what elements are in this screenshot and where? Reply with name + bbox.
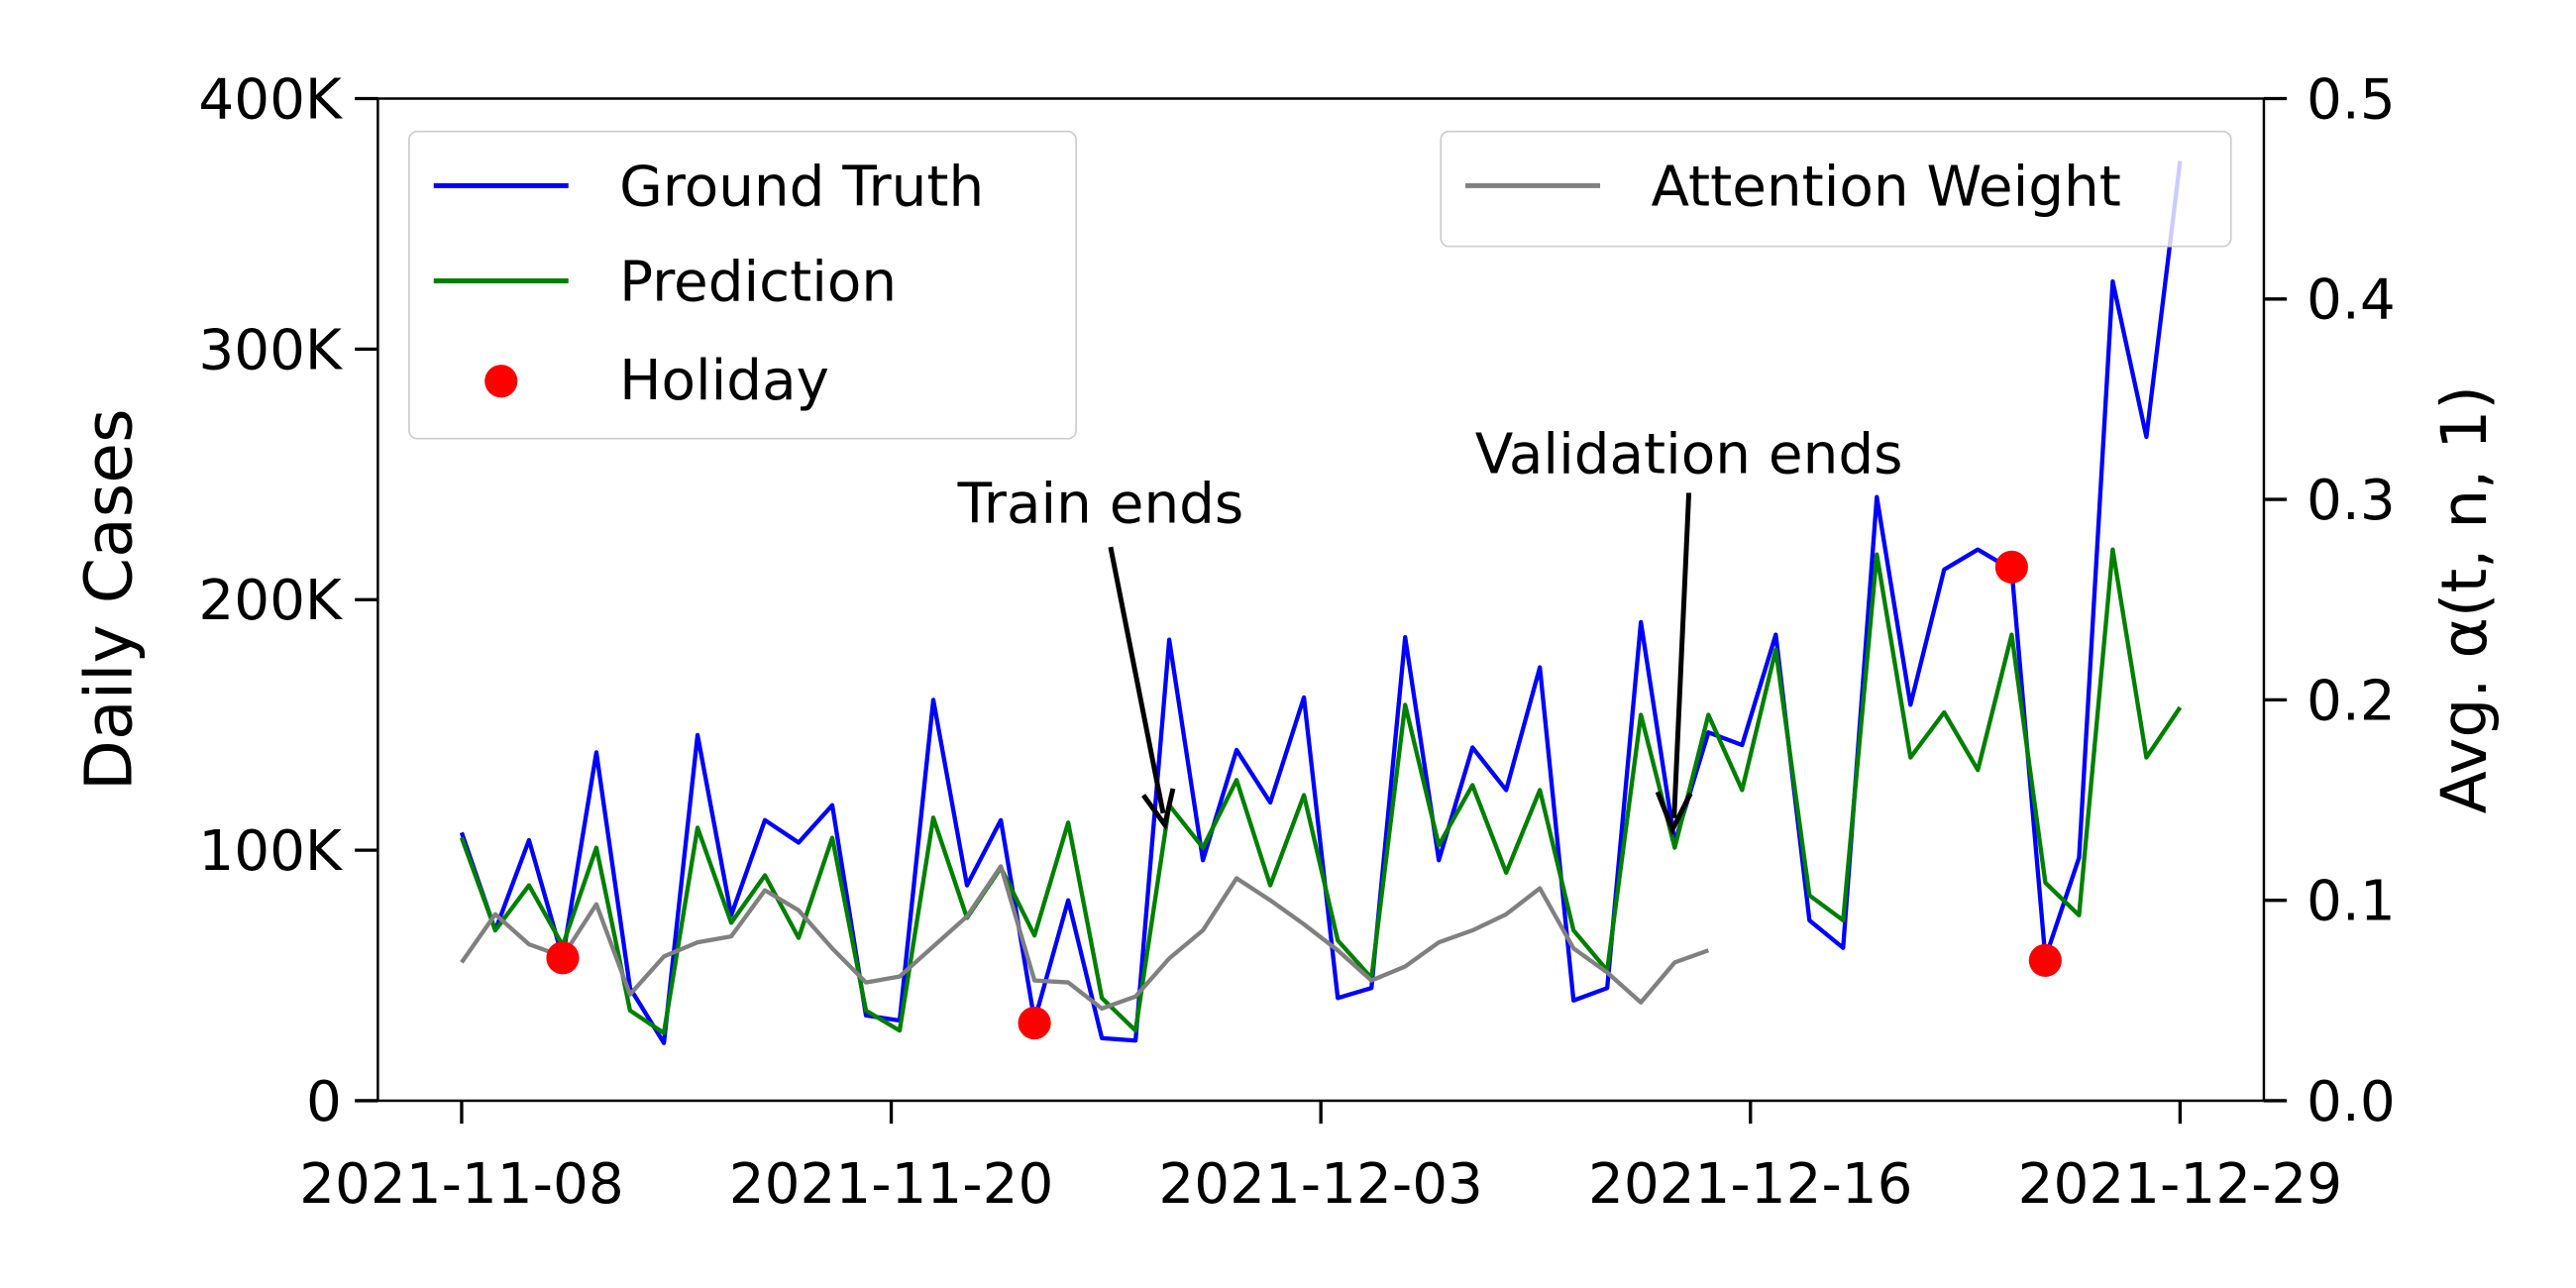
y-axis-right-label: Avg. α(t, n, 1) — [2428, 385, 2501, 813]
series-line-attention-weight — [460, 864, 1710, 1012]
y-right-tick-label: 0.2 — [2307, 669, 2396, 733]
legend-right: Attention Weight — [1440, 130, 2232, 248]
y-tick-label: 100K — [198, 819, 344, 884]
y-tick-label: 200K — [198, 569, 344, 633]
holiday-point — [1018, 1006, 1051, 1040]
legend-label-holiday: Holiday — [619, 349, 829, 413]
annotation-train-ends: Train ends — [957, 472, 1244, 831]
y-right-tick-label: 0.0 — [2307, 1070, 2396, 1134]
annotation-train-ends-text: Train ends — [957, 472, 1244, 536]
holiday-point — [546, 941, 580, 975]
x-tick-label: 2021-11-20 — [729, 1152, 1054, 1217]
plot-marks — [459, 161, 2183, 1045]
y-tick-label: 300K — [198, 318, 344, 382]
annotation-validation-ends: Validation ends — [1475, 423, 1903, 836]
holiday-point — [1994, 550, 2028, 584]
x-tick-label: 2021-12-16 — [1588, 1152, 1913, 1217]
holiday-point — [2028, 943, 2062, 977]
x-tick-label: 2021-12-03 — [1158, 1152, 1483, 1217]
x-tick-label: 2021-11-08 — [299, 1152, 624, 1217]
legend-label-attention-weight: Attention Weight — [1651, 155, 2120, 219]
y-right-tick-label: 0.1 — [2307, 870, 2396, 934]
legend-swatch-holiday — [484, 365, 518, 398]
y-right-tick-label: 0.3 — [2307, 469, 2396, 533]
y-right-tick-label: 0.5 — [2307, 67, 2396, 132]
legend-label-ground-truth: Ground Truth — [619, 155, 984, 219]
annotation-validation-ends-text: Validation ends — [1475, 423, 1903, 487]
series-line-ground-truth — [459, 161, 2183, 1045]
series-line-prediction — [459, 547, 2183, 1035]
y-right-tick-label: 0.4 — [2307, 268, 2396, 333]
legend-left: Ground Truth Prediction Holiday — [408, 130, 1077, 440]
legend-label-prediction: Prediction — [619, 250, 897, 314]
x-tick-label: 2021-12-29 — [2018, 1152, 2343, 1217]
y-axis-label: Daily Cases — [70, 408, 148, 791]
axes: 0 100K 200K 300K 400K 0.0 0.1 0.2 0.3 0.4 0.5 2021-… — [198, 67, 2395, 1216]
y-tick-label: 0 — [306, 1070, 342, 1134]
y-tick-label: 400K — [198, 67, 344, 132]
